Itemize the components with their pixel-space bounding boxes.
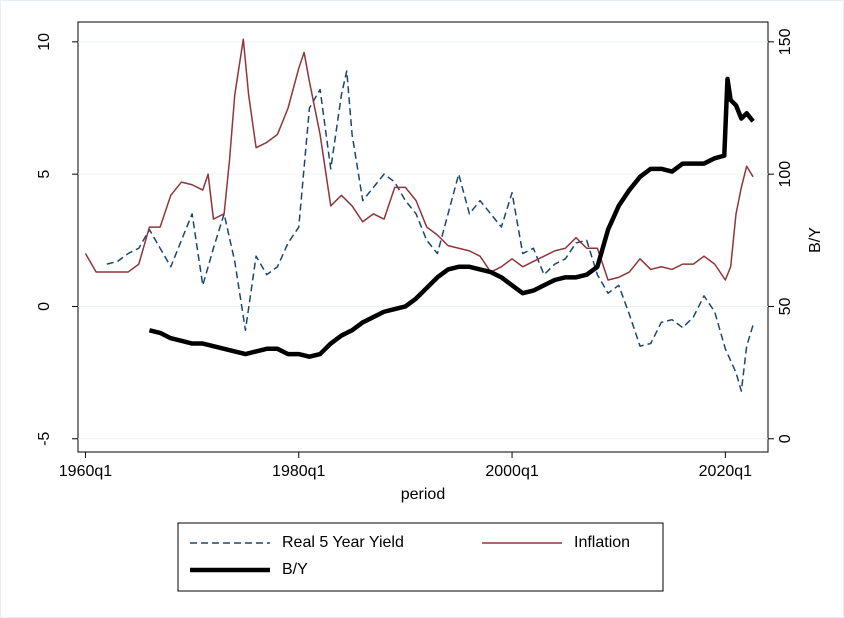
legend [177,522,664,592]
series-line [84,38,754,281]
plot-area [77,21,769,453]
y2-tick-label: 100 [777,161,794,188]
x-tick-label: 1960q1 [59,463,112,480]
legend-label: Real 5 Year Yield [282,534,404,551]
y-tick-label: 0 [36,302,53,311]
y-tick-label: -5 [36,432,53,446]
y-tick-label: 10 [36,33,53,51]
legend-label: Inflation [574,534,630,551]
x-tick-label: 2020q1 [699,463,752,480]
y2-tick-label: 0 [777,434,794,443]
series-line [148,76,755,359]
x-tick-label: 1980q1 [272,463,325,480]
x-axis-title: period [401,486,445,503]
y2-tick-label: 50 [777,297,794,315]
y2-tick-label: 150 [777,28,794,55]
y2-axis-title: B/Y [807,227,824,253]
x-tick-label: 2000q1 [485,463,538,480]
legend-label: B/Y [282,561,308,578]
y-tick-label: 5 [36,170,53,179]
series-line [106,70,754,392]
